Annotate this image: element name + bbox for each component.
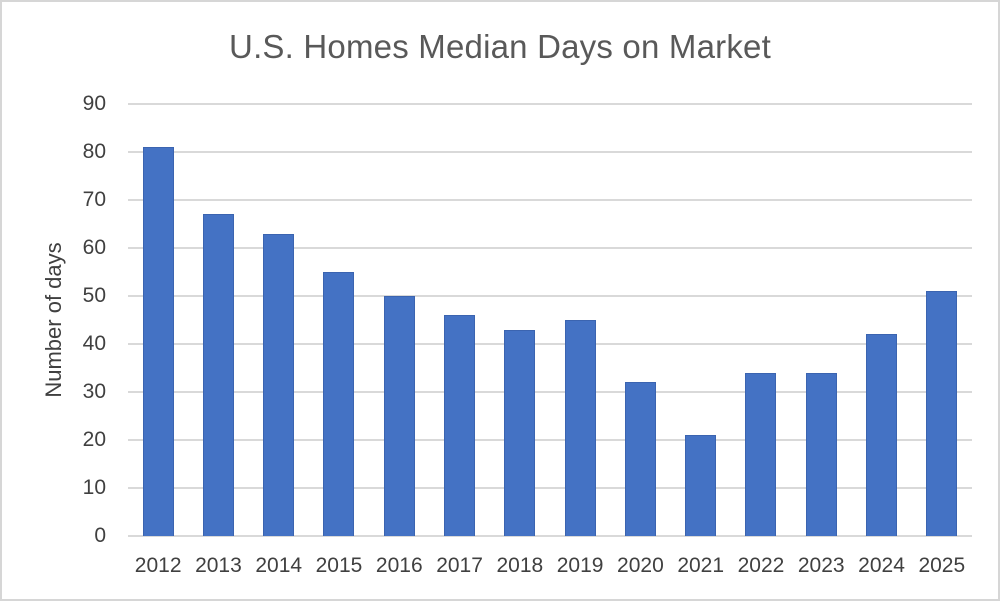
bar-slot-2021: [671, 104, 731, 536]
plot-area: [128, 103, 972, 537]
x-tick-label-2020: 2020: [617, 554, 664, 577]
x-axis-tick-labels: 2012 2013 2014 2015 2016 2017 2018 2019 2020 2021…: [128, 554, 972, 578]
bar-2018: [504, 329, 536, 536]
x-tick-label-2014: 2014: [255, 554, 303, 577]
x-tick-label-2021: 2021: [677, 554, 725, 577]
y-tick-label-70: 70: [82, 188, 106, 211]
gridline-y-40: [128, 343, 972, 346]
y-tick-label-0: 0: [94, 524, 106, 547]
bar-2014: [263, 233, 295, 536]
bar-series: [128, 104, 972, 536]
gridline-y-20: [128, 439, 972, 442]
y-tick-label-10: 10: [82, 476, 106, 499]
y-tick-label-80: 80: [82, 140, 106, 163]
x-tick-label-2023: 2023: [797, 554, 845, 577]
gridline-y-70: [128, 199, 972, 201]
bar-2025: [926, 291, 958, 536]
bar-slot-2018: [490, 104, 550, 536]
gridline-y-60: [128, 247, 972, 250]
y-tick-label-60: 60: [82, 236, 106, 260]
x-tick-label-2018: 2018: [496, 554, 544, 577]
bar-2021: [685, 435, 717, 536]
gridline-y-80: [128, 151, 972, 154]
bar-2023: [805, 372, 837, 536]
bar-slot-2020: [610, 104, 670, 536]
gridline-y-90: [128, 103, 972, 105]
bar-2016: [383, 296, 415, 536]
bar-slot-2025: [912, 104, 972, 536]
y-tick-label-20: 20: [82, 428, 106, 451]
x-tick-label-2016: 2016: [375, 554, 423, 577]
gridline-y-30: [128, 391, 972, 394]
bar-2012: [142, 147, 174, 536]
chart-title: U.S. Homes Median Days on Market: [229, 28, 771, 65]
x-tick-label-2012: 2012: [134, 554, 182, 577]
y-tick-label-90: 90: [82, 92, 106, 115]
bar-2013: [202, 214, 234, 536]
bar-slot-2013: [188, 104, 248, 536]
y-tick-label-50: 50: [82, 284, 106, 307]
x-tick-label-2013: 2013: [195, 554, 242, 577]
y-axis-tick-labels: 0 10 20 30 40 50 60 70 80 90: [2, 92, 106, 547]
bar-2022: [745, 372, 777, 536]
x-tick-label-2022: 2022: [737, 554, 785, 577]
bar-slot-2016: [369, 104, 429, 536]
gridline-y-50: [128, 295, 972, 297]
bar-2017: [444, 315, 476, 536]
x-tick-label-2015: 2015: [315, 554, 363, 577]
x-tick-label-2024: 2024: [858, 554, 905, 577]
y-tick-label-30: 30: [82, 380, 106, 404]
x-tick-label-2019: 2019: [556, 554, 604, 577]
x-tick-label-2025: 2025: [918, 554, 966, 577]
gridline-y-0: [128, 535, 972, 537]
bar-2020: [624, 382, 656, 536]
bar-slot-2024: [851, 104, 911, 536]
gridline-y-10: [128, 487, 972, 490]
bar-slot-2023: [791, 104, 851, 536]
bar-2019: [564, 320, 596, 536]
bar-slot-2022: [731, 104, 791, 536]
y-tick-label-40: 40: [82, 332, 106, 355]
bar-slot-2014: [249, 104, 309, 536]
bar-slot-2019: [550, 104, 610, 536]
bar-slot-2015: [309, 104, 369, 536]
x-tick-label-2017: 2017: [436, 554, 483, 577]
bar-slot-2017: [429, 104, 489, 536]
bar-slot-2012: [128, 104, 188, 536]
bar-2015: [323, 272, 355, 536]
bar-2024: [866, 334, 898, 536]
